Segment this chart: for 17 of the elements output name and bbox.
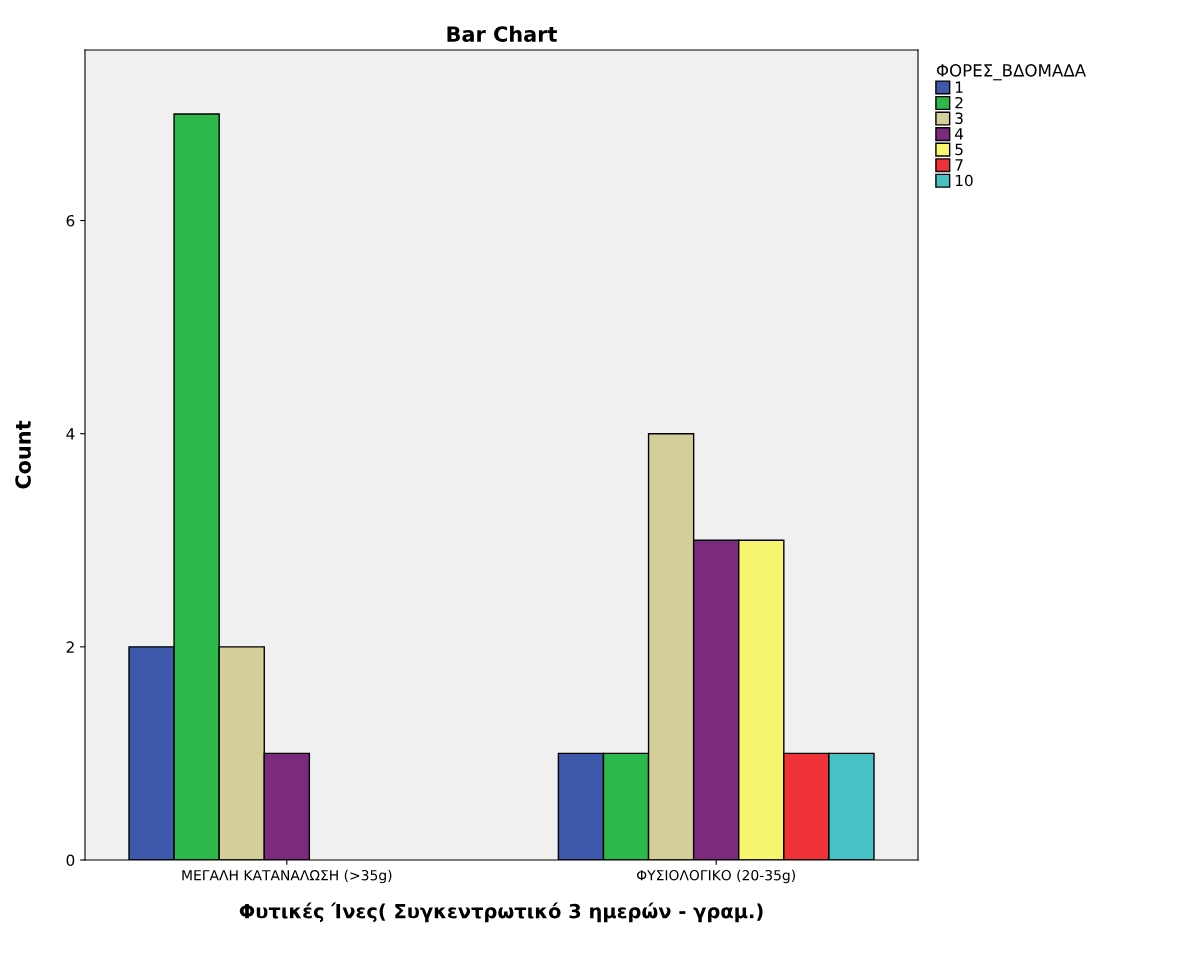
y-tick-label: 6 (66, 214, 75, 227)
legend-label: 2 (955, 96, 963, 109)
y-tick-label: 4 (66, 428, 75, 440)
x-tick-label: ΜΕΓΑΛΗ ΚΑΤΑΝΑΛΩΣΗ (>35g) (182, 869, 392, 884)
legend-label: 3 (955, 112, 963, 125)
legend-label: 1 (955, 81, 963, 93)
legend-title: ΦΟΡΕΣ_ΒΔΟΜΑΔΑ (936, 64, 1086, 81)
chart-title: Bar Chart (447, 25, 557, 42)
y-tick-label: 2 (66, 641, 74, 653)
legend-label: 4 (955, 128, 964, 140)
x-tick-label: ΦΥΣΙΟΛΟΓΙΚΟ (20-35g) (636, 869, 795, 884)
legend-label: 10 (955, 174, 973, 187)
y-tick-label: 0 (66, 854, 75, 867)
x-axis-title: Φυτικές Ίνες( Συγκεντρωτικό 3 ημερών - γραμ.) (239, 902, 763, 923)
legend-label: 7 (955, 159, 963, 171)
y-axis-title: Count (15, 420, 31, 489)
legend-label: 5 (955, 143, 963, 156)
